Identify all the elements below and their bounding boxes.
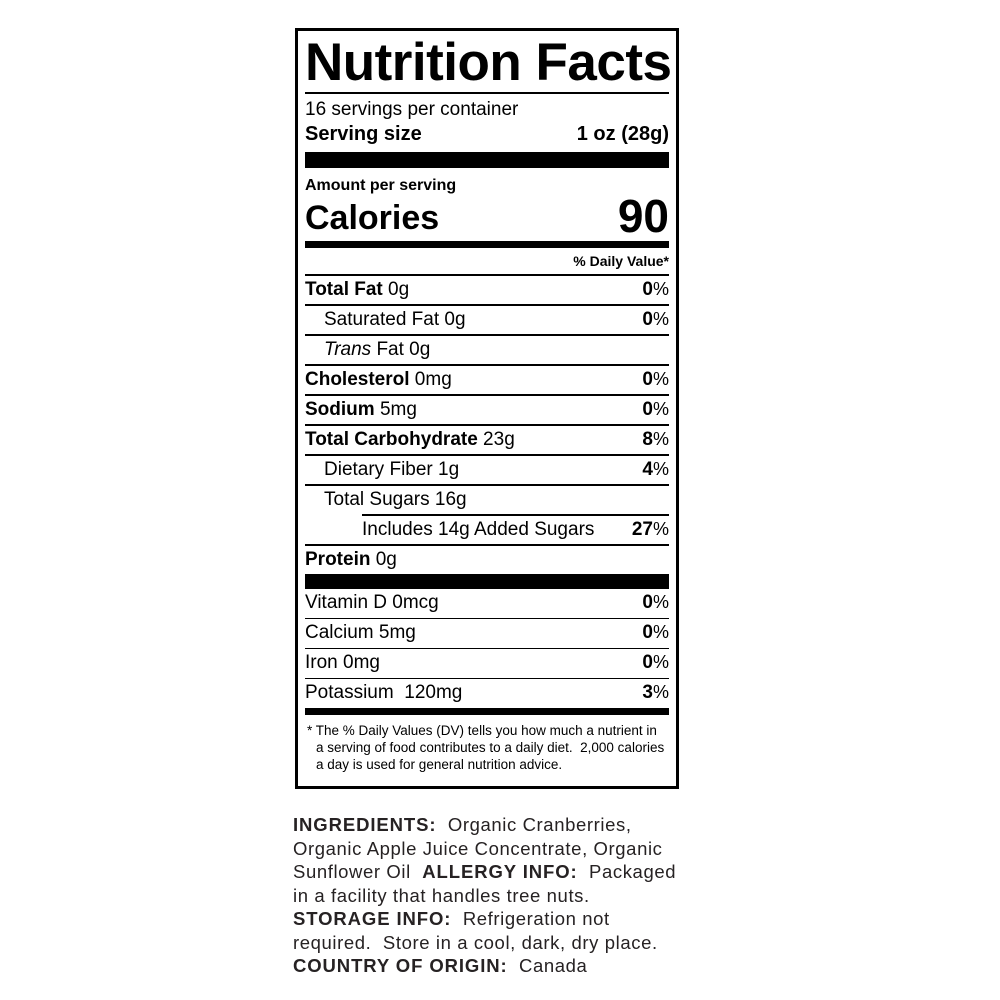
nutrient-row: Trans Fat 0g bbox=[305, 336, 669, 365]
nutrient-row: Dietary Fiber 1g 4% bbox=[305, 456, 669, 485]
info-line: INGREDIENTS: Organic Cranberries, bbox=[293, 814, 632, 835]
vitamin-row: Iron 0mg 0% bbox=[305, 649, 669, 678]
daily-value-percent: 0% bbox=[642, 592, 669, 614]
serving-size-row: Serving size 1 oz (28g) bbox=[305, 122, 669, 152]
daily-value-header: % Daily Value* bbox=[573, 253, 669, 269]
divider bbox=[305, 677, 669, 679]
footnote-line: * The % Daily Values (DV) tells you how … bbox=[307, 722, 657, 738]
divider bbox=[305, 647, 669, 649]
product-info-block: INGREDIENTS: Organic Cranberries, Organic… bbox=[293, 813, 723, 978]
thick-separator-bar bbox=[305, 152, 669, 168]
divider bbox=[305, 364, 669, 366]
calories-row: Calories 90 bbox=[305, 190, 669, 242]
calories-value: 90 bbox=[617, 190, 669, 242]
nutrient-row: Sodium 5mg 0% bbox=[305, 396, 669, 425]
divider bbox=[362, 514, 669, 516]
daily-value-percent: 0% bbox=[642, 368, 669, 390]
divider bbox=[305, 544, 669, 546]
nutrient-name: Saturated Fat 0g bbox=[324, 308, 466, 330]
medium-separator-bar bbox=[305, 707, 669, 715]
daily-value-percent: 0% bbox=[642, 652, 669, 674]
footnote-line: a serving of food contributes to a daily… bbox=[316, 739, 665, 755]
divider bbox=[305, 334, 669, 336]
info-line: Sunflower Oil ALLERGY INFO: Packaged bbox=[293, 861, 677, 882]
daily-value-percent: 27% bbox=[631, 518, 669, 540]
serving-size-label: Serving size bbox=[305, 123, 422, 145]
daily-value-percent: 3% bbox=[642, 682, 669, 704]
nutrient-name: Total Carbohydrate 23g bbox=[305, 428, 515, 450]
daily-value-percent: 0% bbox=[642, 278, 669, 300]
thick-separator-bar bbox=[305, 574, 669, 589]
info-line: in a facility that handles tree nuts. bbox=[293, 884, 590, 906]
divider bbox=[305, 424, 669, 426]
nutrient-row: Saturated Fat 0g 0% bbox=[305, 306, 669, 335]
vitamin-row: Vitamin D 0mcg 0% bbox=[305, 589, 669, 618]
footnote-line: a day is used for general nutrition advi… bbox=[316, 756, 563, 772]
nutrient-name: Total Fat 0g bbox=[305, 278, 410, 300]
daily-value-footnote: * The % Daily Values (DV) tells you how … bbox=[305, 715, 669, 773]
nutrient-name: Vitamin D 0mcg bbox=[305, 592, 439, 614]
divider bbox=[305, 617, 669, 619]
divider bbox=[305, 304, 669, 306]
nutrient-name: Dietary Fiber 1g bbox=[324, 458, 460, 480]
divider bbox=[305, 92, 669, 94]
nutrition-facts-label: Nutrition Facts 16 servings per containe… bbox=[295, 28, 679, 789]
nutrient-row: Includes 14g Added Sugars 27% bbox=[305, 516, 669, 545]
vitamin-row: Calcium 5mg 0% bbox=[305, 619, 669, 648]
nutrient-name: Iron 0mg bbox=[305, 652, 380, 674]
nutrient-row: Total Sugars 16g bbox=[305, 486, 669, 515]
divider bbox=[305, 394, 669, 396]
vitamin-row: Potassium 120mg 3% bbox=[305, 679, 669, 708]
label-title: Nutrition Facts bbox=[305, 33, 672, 92]
daily-value-percent: 0% bbox=[642, 622, 669, 644]
nutrient-name: Total Sugars 16g bbox=[324, 488, 467, 510]
nutrient-rows: Total Fat 0g 0% Saturated Fat 0g 0% Trans Fa… bbox=[305, 274, 669, 574]
daily-value-percent: 4% bbox=[642, 458, 669, 480]
nutrient-name: Includes 14g Added Sugars bbox=[362, 518, 595, 540]
nutrient-name: Cholesterol 0mg bbox=[305, 368, 452, 390]
info-line: Organic Apple Juice Concentrate, Organic bbox=[293, 837, 663, 859]
servings-per-container: 16 servings per container bbox=[305, 99, 519, 120]
vitamin-rows: Vitamin D 0mcg 0% Calcium 5mg 0% Iron 0mg 0% P… bbox=[305, 589, 669, 708]
calories-label: Calories bbox=[305, 199, 440, 237]
nutrient-name: Trans Fat 0g bbox=[324, 338, 431, 360]
info-line: COUNTRY OF ORIGIN: Canada bbox=[293, 955, 588, 976]
divider bbox=[305, 454, 669, 456]
daily-value-percent: 8% bbox=[642, 428, 669, 450]
daily-value-percent: 0% bbox=[642, 398, 669, 420]
info-line: required. Store in a cool, dark, dry pla… bbox=[293, 931, 658, 953]
nutrient-name: Calcium 5mg bbox=[305, 622, 416, 644]
info-line: STORAGE INFO: Refrigeration not bbox=[293, 908, 610, 929]
nutrient-name: Protein 0g bbox=[305, 548, 397, 570]
divider bbox=[305, 274, 669, 276]
nutrient-name: Potassium 120mg bbox=[305, 682, 463, 704]
nutrient-row: Protein 0g bbox=[305, 546, 669, 575]
amount-per-serving-label: Amount per serving bbox=[305, 177, 457, 194]
serving-size-value: 1 oz (28g) bbox=[576, 123, 669, 145]
divider bbox=[305, 484, 669, 486]
daily-value-percent: 0% bbox=[642, 308, 669, 330]
medium-separator-bar bbox=[305, 241, 669, 248]
nutrient-row: Total Fat 0g 0% bbox=[305, 276, 669, 305]
nutrient-row: Cholesterol 0mg 0% bbox=[305, 366, 669, 395]
nutrient-row: Total Carbohydrate 23g 8% bbox=[305, 426, 669, 455]
nutrient-name: Sodium 5mg bbox=[305, 398, 417, 420]
